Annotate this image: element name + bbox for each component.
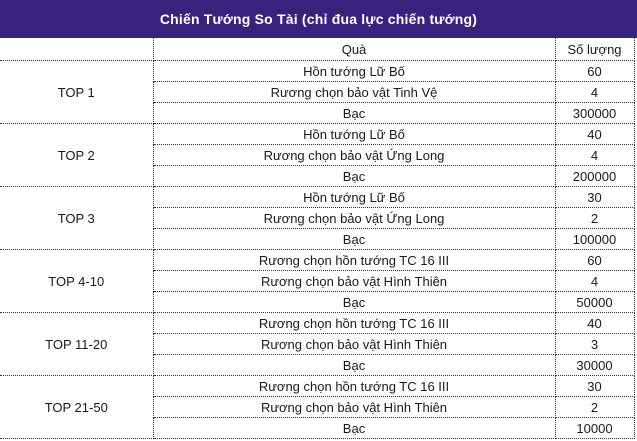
rank-cell-top-2: TOP 2: [0, 123, 154, 187]
reward-cell: Rương chọn bảo vật Tinh Vệ: [153, 81, 556, 103]
reward-cell: Bạc: [153, 102, 556, 124]
quantity-cell: 10000: [554, 417, 635, 439]
table-row: TOP 3 Hồn tướng Lữ Bố 30: [0, 186, 635, 250]
quantity-cell: 2: [554, 396, 635, 418]
rank-cell-top-11-20: TOP 11-20: [0, 312, 154, 376]
reward-cell: Rương chọn bảo vật Ứng Long: [153, 207, 556, 229]
reward-table: Quà Số lượng TOP 1 Hồn tướng Lữ Bố 60 Rư…: [0, 38, 635, 439]
rank-cell-top-3: TOP 3: [0, 186, 154, 250]
quantity-cell: 4: [554, 144, 635, 166]
rank-column-header: [0, 38, 154, 61]
quantity-cell: 300000: [554, 102, 635, 124]
title-bar: Chiến Tướng So Tài (chỉ đua lực chiến tư…: [0, 0, 637, 38]
table-row: Bạc 200000: [0, 165, 635, 187]
reward-cell: Bạc: [153, 417, 556, 439]
page-title: Chiến Tướng So Tài (chỉ đua lực chiến tư…: [159, 11, 478, 27]
quantity-cell: 30: [554, 186, 635, 208]
table-row: Rương chọn bảo vật Ứng Long 2: [0, 207, 635, 229]
table-header-row: Quà Số lượng: [0, 38, 635, 61]
quantity-cell: 40: [554, 123, 635, 145]
quantity-column-header: Số lượng: [554, 38, 635, 61]
reward-cell: Hồn tướng Lữ Bố: [152, 60, 556, 82]
table-row: Bạc 100000: [0, 228, 635, 250]
table-row: Bạc 50000: [0, 291, 635, 313]
table-row: TOP 4-10 Rương chọn hồn tướng TC 16 III …: [0, 249, 635, 313]
reward-cell: Rương chọn hồn tướng TC 16 III: [152, 375, 556, 397]
reward-cell: Bạc: [153, 228, 556, 250]
reward-cell: Rương chọn bảo vật Hình Thiên: [153, 396, 556, 418]
quantity-cell: 40: [554, 312, 635, 334]
reward-cell: Rương chọn hồn tướng TC 16 III: [152, 249, 556, 271]
reward-cell: Bạc: [153, 354, 556, 376]
rank-cell-top-4-10: TOP 4-10: [0, 249, 154, 313]
table-row: TOP 21-50 Rương chọn hồn tướng TC 16 III…: [0, 375, 635, 439]
quantity-cell: 30000: [554, 354, 635, 376]
reward-cell: Rương chọn bảo vật Hình Thiên: [153, 333, 556, 355]
reward-cell: Rương chọn hồn tướng TC 16 III: [152, 312, 556, 334]
table-row: Bạc 30000: [0, 354, 635, 376]
reward-cell: Bạc: [153, 291, 556, 313]
quantity-cell: 50000: [554, 291, 635, 313]
quantity-cell: 100000: [554, 228, 635, 250]
quantity-cell: 60: [554, 60, 635, 82]
quantity-cell: 30: [554, 375, 635, 397]
quantity-cell: 60: [554, 249, 635, 271]
quantity-cell: 200000: [554, 165, 635, 187]
table-row: TOP 1 Hồn tướng Lữ Bố 60: [0, 60, 635, 124]
reward-column-header: Quà: [152, 38, 556, 61]
quantity-cell: 3: [554, 333, 635, 355]
quantity-cell: 4: [554, 81, 635, 103]
quantity-cell: 4: [554, 270, 635, 292]
table-row: Bạc 300000: [0, 102, 635, 124]
rank-cell-top-1: TOP 1: [0, 60, 154, 124]
reward-cell: Hồn tướng Lữ Bố: [152, 186, 556, 208]
reward-cell: Hồn tướng Lữ Bố: [152, 123, 556, 145]
quantity-cell: 2: [554, 207, 635, 229]
reward-cell: Bạc: [153, 165, 556, 187]
table-row: Rương chọn bảo vật Hình Thiên 3: [0, 333, 635, 355]
table-row: TOP 11-20 Rương chọn hồn tướng TC 16 III…: [0, 312, 635, 376]
table-row: Rương chọn bảo vật Hình Thiên 4: [0, 270, 635, 292]
reward-cell: Rương chọn bảo vật Ứng Long: [153, 144, 556, 166]
rank-cell-top-21-50: TOP 21-50: [0, 375, 154, 439]
table-row: Bạc 10000: [0, 417, 635, 439]
reward-cell: Rương chọn bảo vật Hình Thiên: [153, 270, 556, 292]
table-row: TOP 2 Hồn tướng Lữ Bố 40: [0, 123, 635, 187]
